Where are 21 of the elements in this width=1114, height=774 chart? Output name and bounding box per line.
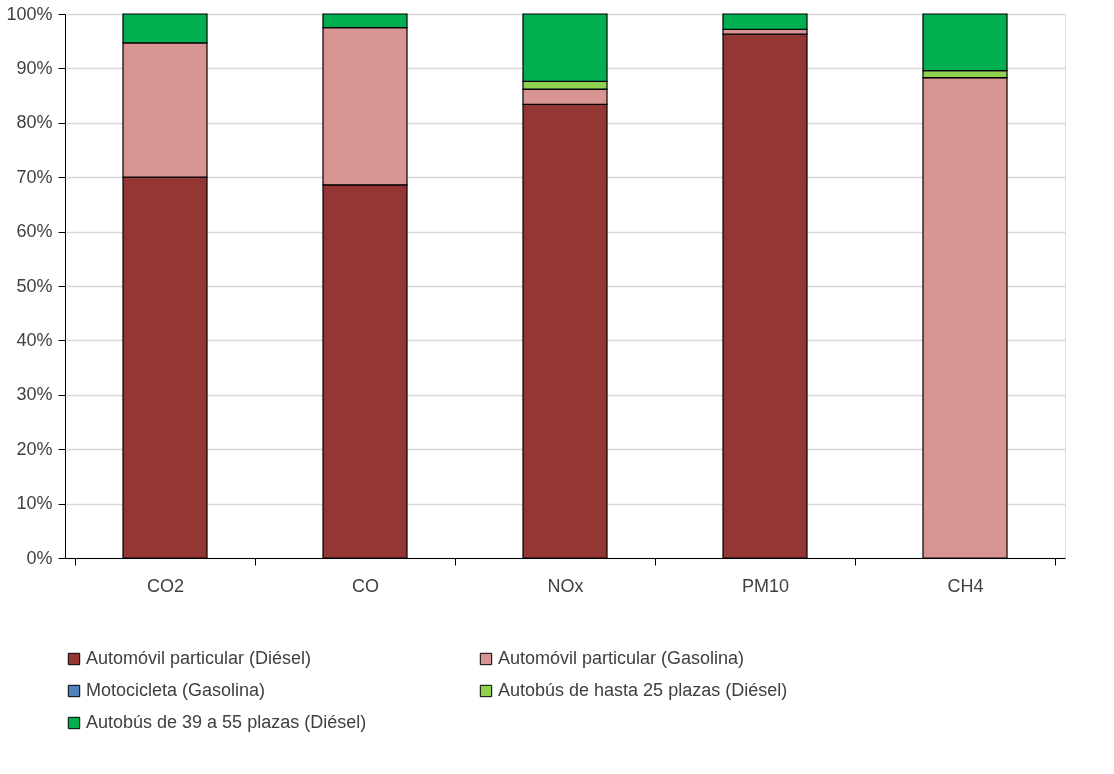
x-tick-label: CO: [352, 575, 379, 596]
legend-label: Automóvil particular (Diésel): [86, 648, 312, 668]
y-tick-label: 70%: [16, 166, 53, 187]
y-tick-label: 30%: [16, 384, 53, 405]
y-tick-label: 50%: [16, 275, 53, 296]
y-tick-label: 0%: [26, 547, 53, 568]
x-tick-label: CH4: [947, 575, 984, 596]
y-tick-label: 90%: [16, 57, 53, 78]
legend-label: Automóvil particular (Gasolina): [498, 648, 745, 668]
x-tick-label: PM10: [741, 575, 790, 596]
legend-label: Motocicleta (Gasolina): [86, 680, 266, 700]
y-tick-label: 100%: [6, 3, 53, 24]
x-tick-label: NOx: [547, 575, 584, 596]
y-tick-label: 20%: [16, 438, 53, 459]
legend-label: Autobús de hasta 25 plazas (Diésel): [498, 680, 788, 700]
legend-label: Autobús de 39 a 55 plazas (Diésel): [86, 712, 367, 732]
y-tick-label: 60%: [16, 221, 53, 242]
y-tick-label: 40%: [16, 329, 53, 350]
y-tick-label: 10%: [16, 493, 53, 514]
y-tick-label: 80%: [16, 112, 53, 133]
x-tick-label: CO2: [146, 575, 185, 596]
